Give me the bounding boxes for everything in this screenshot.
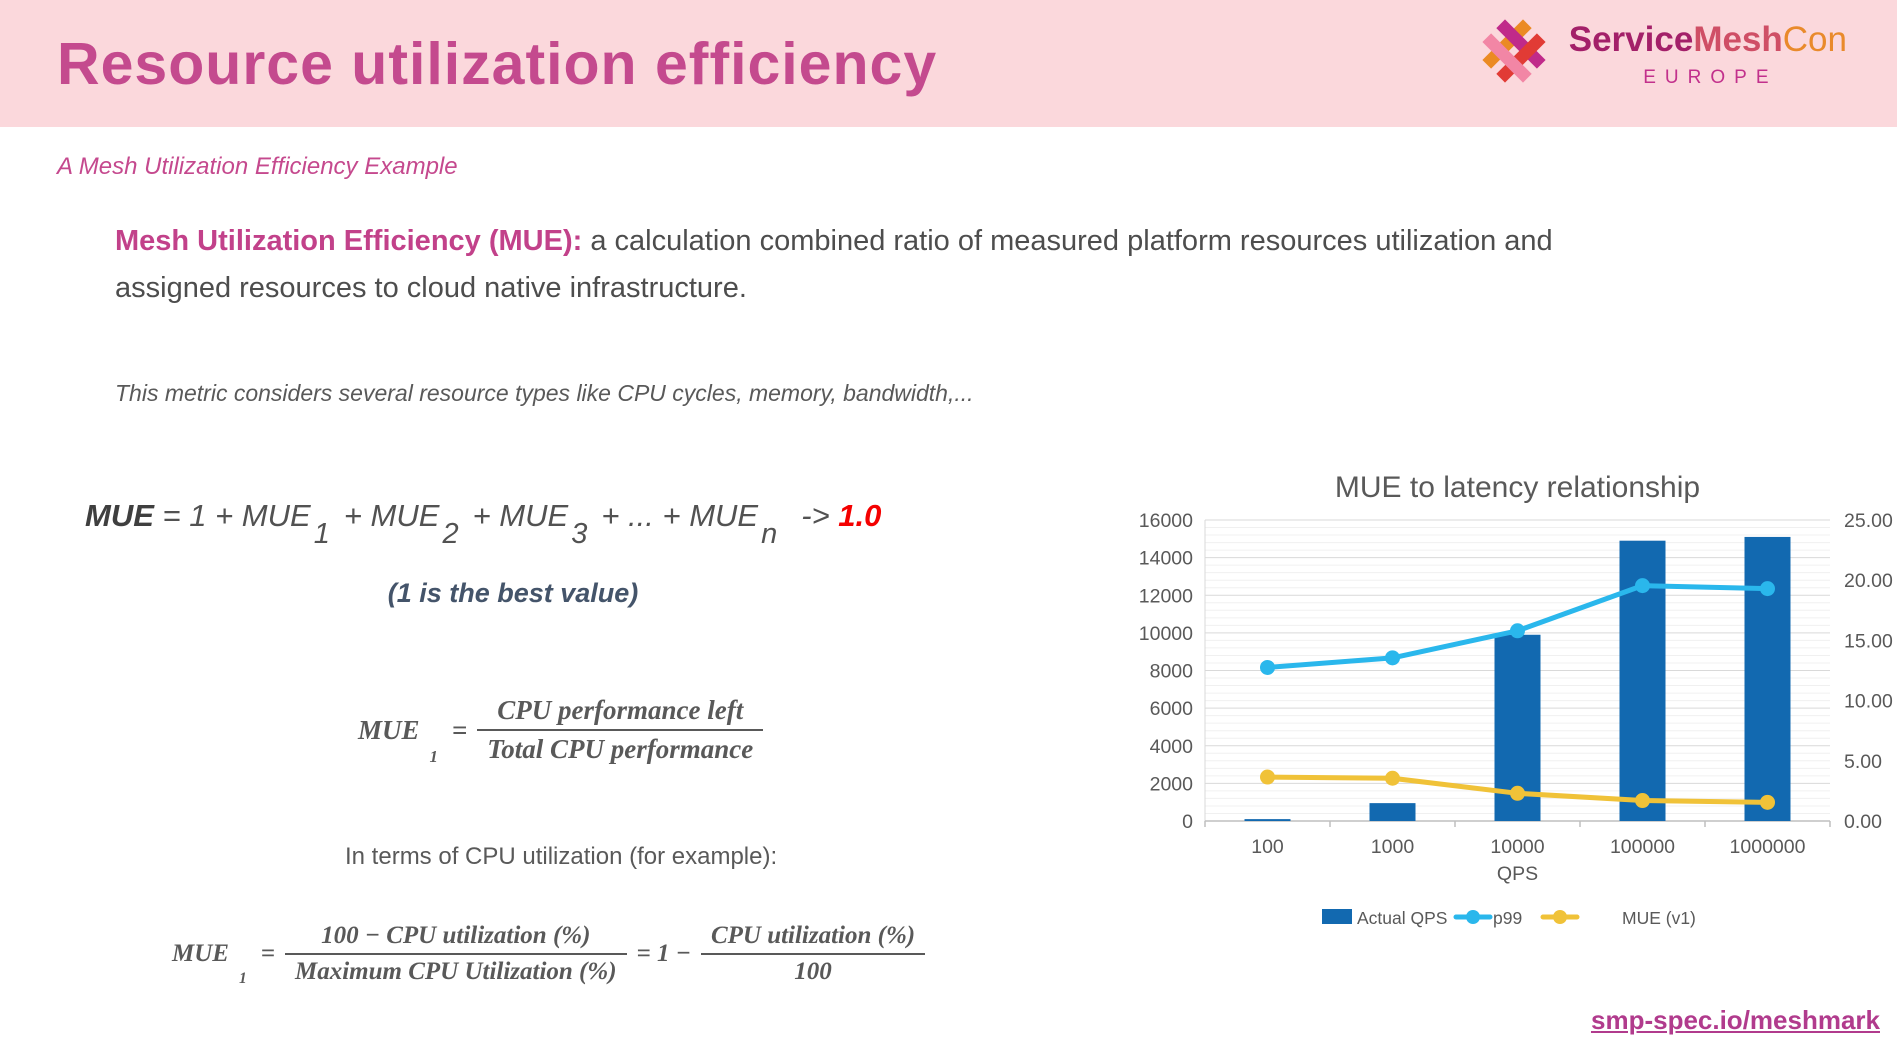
- formula-body: + MUE: [343, 498, 440, 533]
- bar-1000: [1369, 803, 1416, 821]
- brand-service: Service: [1568, 20, 1694, 59]
- logo-ribbon-red: [1496, 33, 1546, 83]
- page-title: Resource utilization efficiency: [57, 30, 938, 97]
- formula-arrow: ->: [801, 498, 839, 533]
- p99-point: [1510, 623, 1525, 639]
- right-axis-tick-label: 5.00: [1844, 751, 1882, 773]
- mue-sum-formula: MUE = 1 + MUE1+ MUE2+ MUE3+ ... + MUEn->…: [85, 498, 882, 550]
- left-axis-tick-label: 4000: [1150, 736, 1194, 758]
- x-axis-category-label: 100000: [1610, 836, 1675, 858]
- servicemeshcon-knot-icon: [1482, 19, 1546, 83]
- fraction: 100 − CPU utilization (%) Maximum CPU Ut…: [284, 922, 627, 986]
- slide-subtitle: A Mesh Utilization Efficiency Example: [57, 153, 458, 180]
- formula-lhs: MUE: [85, 498, 154, 533]
- formula-body: + MUE: [472, 498, 569, 533]
- chart-title: MUE to latency relationship: [1335, 471, 1700, 504]
- equals-sign: =: [451, 714, 468, 745]
- fraction-numerator: 100 − CPU utilization (%): [284, 922, 627, 955]
- left-axis-tick-label: 12000: [1140, 585, 1193, 607]
- x-axis-title: QPS: [1497, 863, 1538, 885]
- p99-point: [1385, 650, 1400, 666]
- formula-subscript: 1: [238, 969, 247, 987]
- p99-point: [1760, 581, 1775, 597]
- logo-ribbon-orange: [1482, 19, 1532, 69]
- x-axis-category-label: 1000000: [1730, 836, 1806, 858]
- formula-subscript: 2: [442, 518, 459, 550]
- MUE (v1)-point: [1635, 793, 1650, 809]
- fraction: CPU performance left Total CPU performan…: [477, 695, 764, 765]
- mue-latency-chart: MUE to latency relationship 0 2000 4000 6000…: [1139, 455, 1897, 950]
- meshmark-link[interactable]: smp-spec.io/meshmark: [1590, 1005, 1880, 1035]
- formula-lhs: MUE: [172, 940, 229, 967]
- p99-point: [1260, 659, 1275, 675]
- x-axis-category-label: 10000: [1490, 836, 1544, 858]
- mue-latency-chart-svg: MUE to latency relationship 0 2000 4000 6000…: [1139, 471, 1893, 928]
- right-axis-tick-label: 10.00: [1844, 691, 1893, 713]
- p99-point: [1635, 578, 1650, 594]
- formula-body: + ... + MUE: [601, 498, 759, 533]
- bar-1000000: [1744, 536, 1791, 821]
- formula-target-value: 1.0: [838, 498, 882, 533]
- left-axis-tick-label: 0: [1182, 811, 1193, 833]
- fraction-numerator: CPU utilization (%): [700, 922, 926, 955]
- fraction-denominator: Total CPU performance: [487, 734, 754, 764]
- servicemeshcon-logo: ServiceMeshCon EUROPE: [1473, 10, 1847, 92]
- mue-definition-term: Mesh Utilization Efficiency (MUE):: [115, 225, 583, 257]
- formula-body: = 1 + MUE: [153, 498, 311, 533]
- fraction-denominator: 100: [794, 958, 832, 985]
- bar-100: [1244, 819, 1291, 821]
- x-axis-category-label: 100: [1251, 836, 1284, 858]
- mue1-utilization-formula: MUE 1 = 100 − CPU utilization (%) Maximum…: [172, 922, 926, 987]
- mue-definition: Mesh Utilization Efficiency (MUE): a cal…: [115, 218, 1635, 312]
- best-value-note: (1 is the best value): [387, 578, 639, 608]
- legend-label-MUE (v1): MUE (v1): [1622, 908, 1696, 928]
- formula-subscript: 1: [429, 747, 438, 767]
- brand-wordmark: ServiceMeshCon: [1568, 20, 1847, 59]
- legend-label-p99: p99: [1493, 908, 1522, 928]
- formula-subscript: 1: [313, 518, 330, 550]
- formula-subscript-n: n: [761, 518, 778, 550]
- cpu-utilization-note: In terms of CPU utilization (for example…: [345, 843, 778, 870]
- left-axis-tick-label: 10000: [1140, 623, 1193, 645]
- formula-subscript: 3: [571, 518, 588, 550]
- mue-definition-text: a calculation combined ratio of measured…: [115, 225, 1553, 304]
- mue1-performance-formula: MUE 1 = CPU performance left Total CPU pe…: [358, 695, 764, 767]
- legend-marker-p99: [1466, 910, 1480, 924]
- logo-ribbon-pink: [1482, 33, 1532, 83]
- left-axis-tick-label: 8000: [1150, 661, 1194, 683]
- left-axis-tick-label: 2000: [1150, 773, 1194, 795]
- right-axis-tick-label: 0.00: [1844, 811, 1882, 833]
- MUE (v1)-point: [1760, 794, 1775, 810]
- logo-text: ServiceMeshCon EUROPE: [1568, 20, 1847, 89]
- header-band: Resource utilization efficiency ServiceM…: [0, 0, 1897, 127]
- left-axis-tick-label: 16000: [1140, 510, 1193, 532]
- right-axis-tick-label: 20.00: [1844, 570, 1893, 592]
- equals-one-minus: = 1 −: [636, 940, 691, 967]
- left-axis-tick-label: 6000: [1150, 698, 1194, 720]
- legend-label-Actual QPS: Actual QPS: [1357, 908, 1447, 928]
- brand-mesh: Mesh: [1693, 20, 1783, 59]
- MUE (v1)-point: [1510, 785, 1525, 801]
- formula-lhs: MUE: [358, 714, 420, 745]
- fraction: CPU utilization (%) 100: [700, 922, 926, 986]
- x-axis-category-label: 1000: [1371, 836, 1415, 858]
- legend-swatch-Actual QPS: [1322, 909, 1352, 924]
- MUE (v1)-point: [1385, 770, 1400, 786]
- MUE (v1)-point: [1260, 769, 1275, 785]
- brand-con: Con: [1782, 20, 1847, 59]
- resource-types-note: This metric considers several resource t…: [115, 380, 974, 406]
- equals-sign: =: [260, 940, 275, 967]
- brand-region: EUROPE: [1643, 66, 1778, 88]
- legend-marker-MUE (v1): [1553, 910, 1567, 924]
- right-axis-tick-label: 25.00: [1844, 510, 1893, 532]
- logo-ribbon-magenta: [1496, 19, 1546, 69]
- right-axis-tick-label: 15.00: [1844, 630, 1893, 652]
- fraction-numerator: CPU performance left: [477, 695, 764, 731]
- fraction-denominator: Maximum CPU Utilization (%): [294, 958, 617, 985]
- left-axis-tick-label: 14000: [1140, 548, 1193, 570]
